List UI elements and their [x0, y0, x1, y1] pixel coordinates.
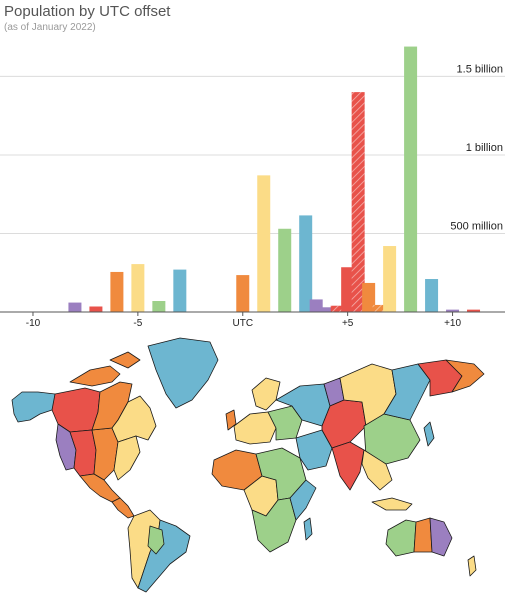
greenland-region	[147, 337, 219, 409]
x-tick-label: +5	[342, 318, 354, 329]
bar-utc-3	[299, 215, 313, 312]
y-tick-label: 1.5 billion	[457, 63, 503, 75]
bar-utc-m3	[173, 269, 187, 312]
bar-utc-m7	[89, 306, 103, 312]
north-america	[11, 337, 219, 519]
bar-hatch-overlay	[330, 305, 344, 312]
world-timezone-map	[11, 337, 485, 593]
bar-utc-m8	[68, 302, 82, 312]
west-europe-region	[233, 411, 277, 445]
y-tick-label: 500 million	[450, 220, 503, 232]
bar-utc-11	[467, 309, 481, 312]
chart-title: Population by UTC offset	[4, 3, 171, 20]
asia-oceania	[275, 359, 485, 577]
kamchatka-region	[445, 359, 485, 393]
bar-utc-m4	[152, 301, 166, 312]
australia-east-region	[429, 517, 453, 557]
horn-of-africa-region	[289, 479, 317, 521]
chart-gridlines	[0, 75, 505, 234]
population-bar-chart: 500 million 1 billion 1.5 billion -10 -5 UTC +…	[0, 46, 505, 329]
australia-west-region	[385, 519, 417, 557]
bar-utc-2	[278, 228, 292, 312]
japan-region	[423, 421, 435, 447]
bar-utc-m6	[110, 271, 124, 312]
x-tick-label: +10	[444, 318, 461, 329]
bar-utc-8	[404, 46, 418, 312]
bar-utc-5	[341, 267, 355, 312]
australia-central-region	[413, 517, 433, 553]
bar-utc-3_5	[309, 299, 323, 312]
bar-hatch-overlay	[372, 304, 386, 312]
bar-utc-7	[383, 246, 397, 312]
mexico-region	[79, 473, 121, 503]
y-tick-label: 1 billion	[466, 142, 503, 154]
arctic-islands-region	[69, 351, 141, 387]
bar-utc-9	[425, 279, 439, 312]
europe-africa	[211, 377, 317, 553]
bar-utc-10	[446, 309, 460, 312]
se-asia-region	[361, 449, 393, 491]
x-tick-label: -5	[133, 318, 142, 329]
south-america-center-region	[147, 525, 165, 555]
madagascar-region	[303, 517, 313, 541]
india-region	[331, 441, 365, 491]
chart-axes: 500 million 1 billion 1.5 billion -10 -5 UTC +…	[0, 63, 505, 329]
chart-subtitle: (as of January 2022)	[4, 22, 96, 33]
chart-bars	[68, 46, 481, 312]
central-america-region	[111, 497, 135, 519]
bar-utc-0	[236, 275, 250, 312]
us-east-region	[113, 435, 141, 481]
x-tick-label: UTC	[232, 318, 253, 329]
south-america	[127, 509, 191, 593]
bar-utc-6	[362, 282, 376, 312]
new-zealand-region	[467, 555, 477, 577]
alaska-region	[11, 391, 59, 423]
bar-utc-1	[257, 175, 271, 312]
scandinavia-region	[251, 377, 281, 411]
bar-utc-m5	[131, 264, 145, 312]
bar-utc-4	[320, 307, 334, 312]
canada-east-region	[111, 395, 157, 443]
us-central-region	[91, 427, 119, 481]
indonesia-region	[371, 497, 413, 511]
x-tick-label: -10	[26, 318, 41, 329]
bar-hatch-overlay	[351, 92, 365, 312]
